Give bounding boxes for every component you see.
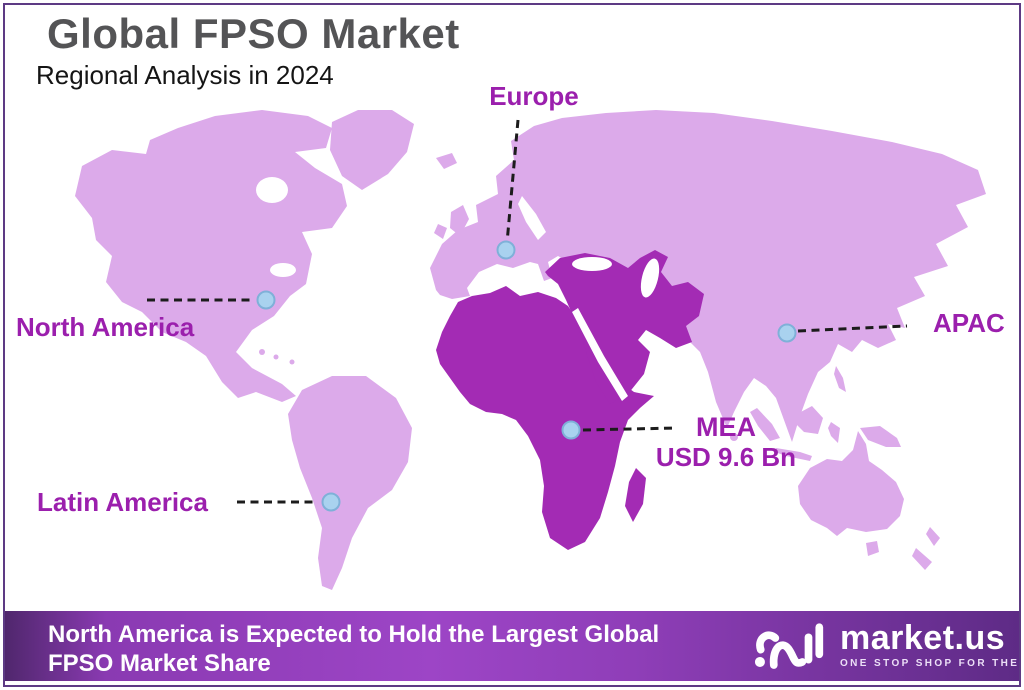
region-label-north-america: North America [16,312,195,342]
caribbean-islands [273,354,279,360]
madagascar [625,468,646,522]
connector-europe [505,119,520,244]
page-title: Global FPSO Market [47,10,460,57]
baltic-sea [518,196,546,240]
middle-east [545,250,704,404]
indonesia [750,406,840,461]
continent-north-america [75,110,347,402]
mea-label: MEA [696,412,756,442]
footer-headline: North America is Expected to Hold the La… [48,620,659,678]
mea-value: USD 9.6 Bn [655,442,797,472]
continent-africa [436,286,654,550]
iceland [436,153,457,169]
map-dot-latin-america [321,492,341,512]
continent-south-america [288,376,412,590]
hudson-bay [256,177,288,203]
footer-headline-line1: North America is Expected to Hold the La… [48,621,660,648]
marketus-logo-icon [754,623,824,669]
page-subtitle: Regional Analysis in 2024 [36,60,334,90]
region-label-mea: MEA USD 9.6 Bn [643,412,809,472]
red-sea [572,308,628,401]
philippines [834,366,846,392]
connector-mea [582,426,678,432]
continents-dark-mea [436,250,704,550]
tasmania [866,541,879,556]
caribbean-islands [289,359,295,365]
connector-apac [797,324,908,333]
inland-seas [256,177,660,401]
japan [884,284,904,312]
caribbean-islands [259,349,265,355]
united-kingdom [450,205,469,236]
continent-eurasia [430,110,986,442]
caspian-sea [640,258,660,298]
region-label-latin-america: Latin America [37,487,208,517]
black-sea [572,257,612,271]
connector-lines [147,119,908,504]
region-label-europe: Europe [489,81,579,111]
new-guinea [860,426,901,447]
footer-headline-line2: FPSO Market Share [48,650,271,677]
region-label-apac: APAC [933,308,1005,338]
footer-banner: North America is Expected to Hold the La… [5,611,1024,681]
map-dot-mea [561,420,581,440]
sri-lanka [730,433,738,441]
brand-tagline: ONE STOP SHOP FOR THE REPORTS [840,658,1024,669]
map-dot-north-america [256,290,276,310]
great-lakes [270,263,296,277]
map-dot-europe [496,240,516,260]
brand-logo: market.us ONE STOP SHOP FOR THE REPORTS [753,615,1024,675]
brand-name: market.us [840,619,1006,657]
ireland [434,224,447,239]
new-zealand [912,527,940,570]
continent-australia [798,431,904,536]
brand-text: market.us ONE STOP SHOP FOR THE REPORTS [840,621,1024,669]
map-dot-apac [777,323,797,343]
greenland [330,110,414,190]
